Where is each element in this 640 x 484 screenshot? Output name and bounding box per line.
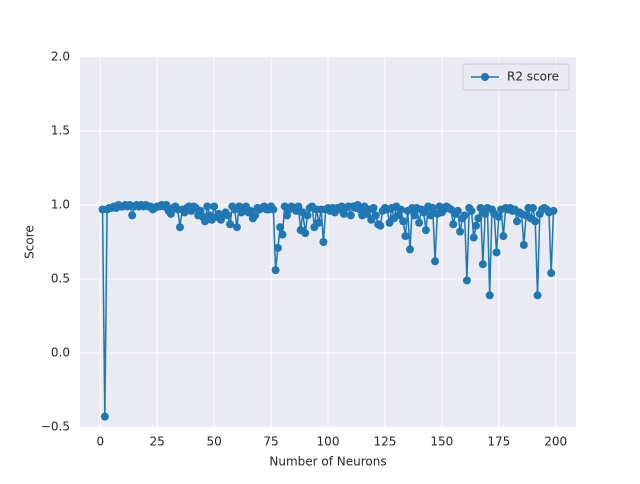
legend-box (462, 63, 570, 91)
data-point (401, 232, 410, 241)
data-point (232, 223, 241, 232)
data-point (460, 211, 469, 220)
data-point (476, 203, 485, 212)
data-point (453, 206, 462, 215)
y-axis-label: Score (23, 225, 37, 259)
data-point (273, 243, 282, 252)
data-point (426, 211, 435, 220)
data-point (369, 203, 378, 212)
data-point (462, 276, 471, 285)
data-point (301, 229, 310, 238)
data-point (100, 412, 109, 421)
y-tick-label: 1.5 (51, 124, 70, 138)
x-tick-label: 200 (544, 435, 567, 449)
data-point (269, 205, 278, 214)
x-tick-label: 25 (150, 435, 165, 449)
data-point (513, 217, 522, 226)
y-tick-label: 2.0 (51, 50, 70, 64)
data-point (419, 208, 428, 217)
data-point (294, 202, 303, 211)
data-point (371, 211, 380, 220)
y-tick-label: 0.5 (51, 272, 70, 286)
x-tick-label: 75 (263, 435, 278, 449)
data-point (549, 206, 558, 215)
data-point (314, 218, 323, 227)
data-point (175, 223, 184, 232)
data-point (396, 205, 405, 214)
data-point (201, 217, 210, 226)
data-point (415, 218, 424, 227)
x-tick-label: 0 (96, 435, 104, 449)
data-point (251, 211, 260, 220)
x-tick-label: 50 (206, 435, 221, 449)
data-point (547, 269, 556, 278)
data-point (472, 221, 481, 230)
x-tick-label: 175 (487, 435, 510, 449)
data-point (474, 214, 483, 223)
data-point (223, 211, 232, 220)
data-point (519, 240, 528, 249)
data-point (494, 212, 503, 221)
data-point (533, 291, 542, 300)
data-point (421, 226, 430, 235)
data-point (467, 206, 476, 215)
data-point (128, 211, 137, 220)
data-point (376, 221, 385, 230)
data-point (528, 203, 537, 212)
data-point (405, 245, 414, 254)
x-tick-label: 100 (317, 435, 340, 449)
data-point (276, 223, 285, 232)
y-tick-label: 1.0 (51, 198, 70, 212)
data-point (449, 220, 458, 229)
data-point (226, 220, 235, 229)
data-point (278, 230, 287, 239)
data-point (456, 227, 465, 236)
x-tick-label: 125 (373, 435, 396, 449)
data-point (485, 291, 494, 300)
x-tick-label: 150 (430, 435, 453, 449)
legend-label: R2 score (507, 70, 559, 84)
x-axis-label: Number of Neurons (269, 455, 386, 469)
data-point (499, 232, 508, 241)
data-point (431, 257, 440, 266)
data-point (531, 217, 540, 226)
data-point (319, 238, 328, 246)
data-point (428, 203, 437, 212)
data-point (399, 217, 408, 226)
data-point (478, 260, 487, 269)
data-point (492, 248, 501, 257)
data-point (210, 202, 219, 211)
data-point (469, 233, 478, 242)
data-point (346, 211, 355, 220)
legend-marker (481, 73, 489, 81)
data-point (410, 211, 419, 220)
data-point (271, 266, 280, 275)
data-point (203, 202, 212, 211)
y-tick-label: −0.5 (41, 420, 70, 434)
data-point (303, 211, 312, 220)
y-tick-label: 0.0 (51, 346, 70, 360)
